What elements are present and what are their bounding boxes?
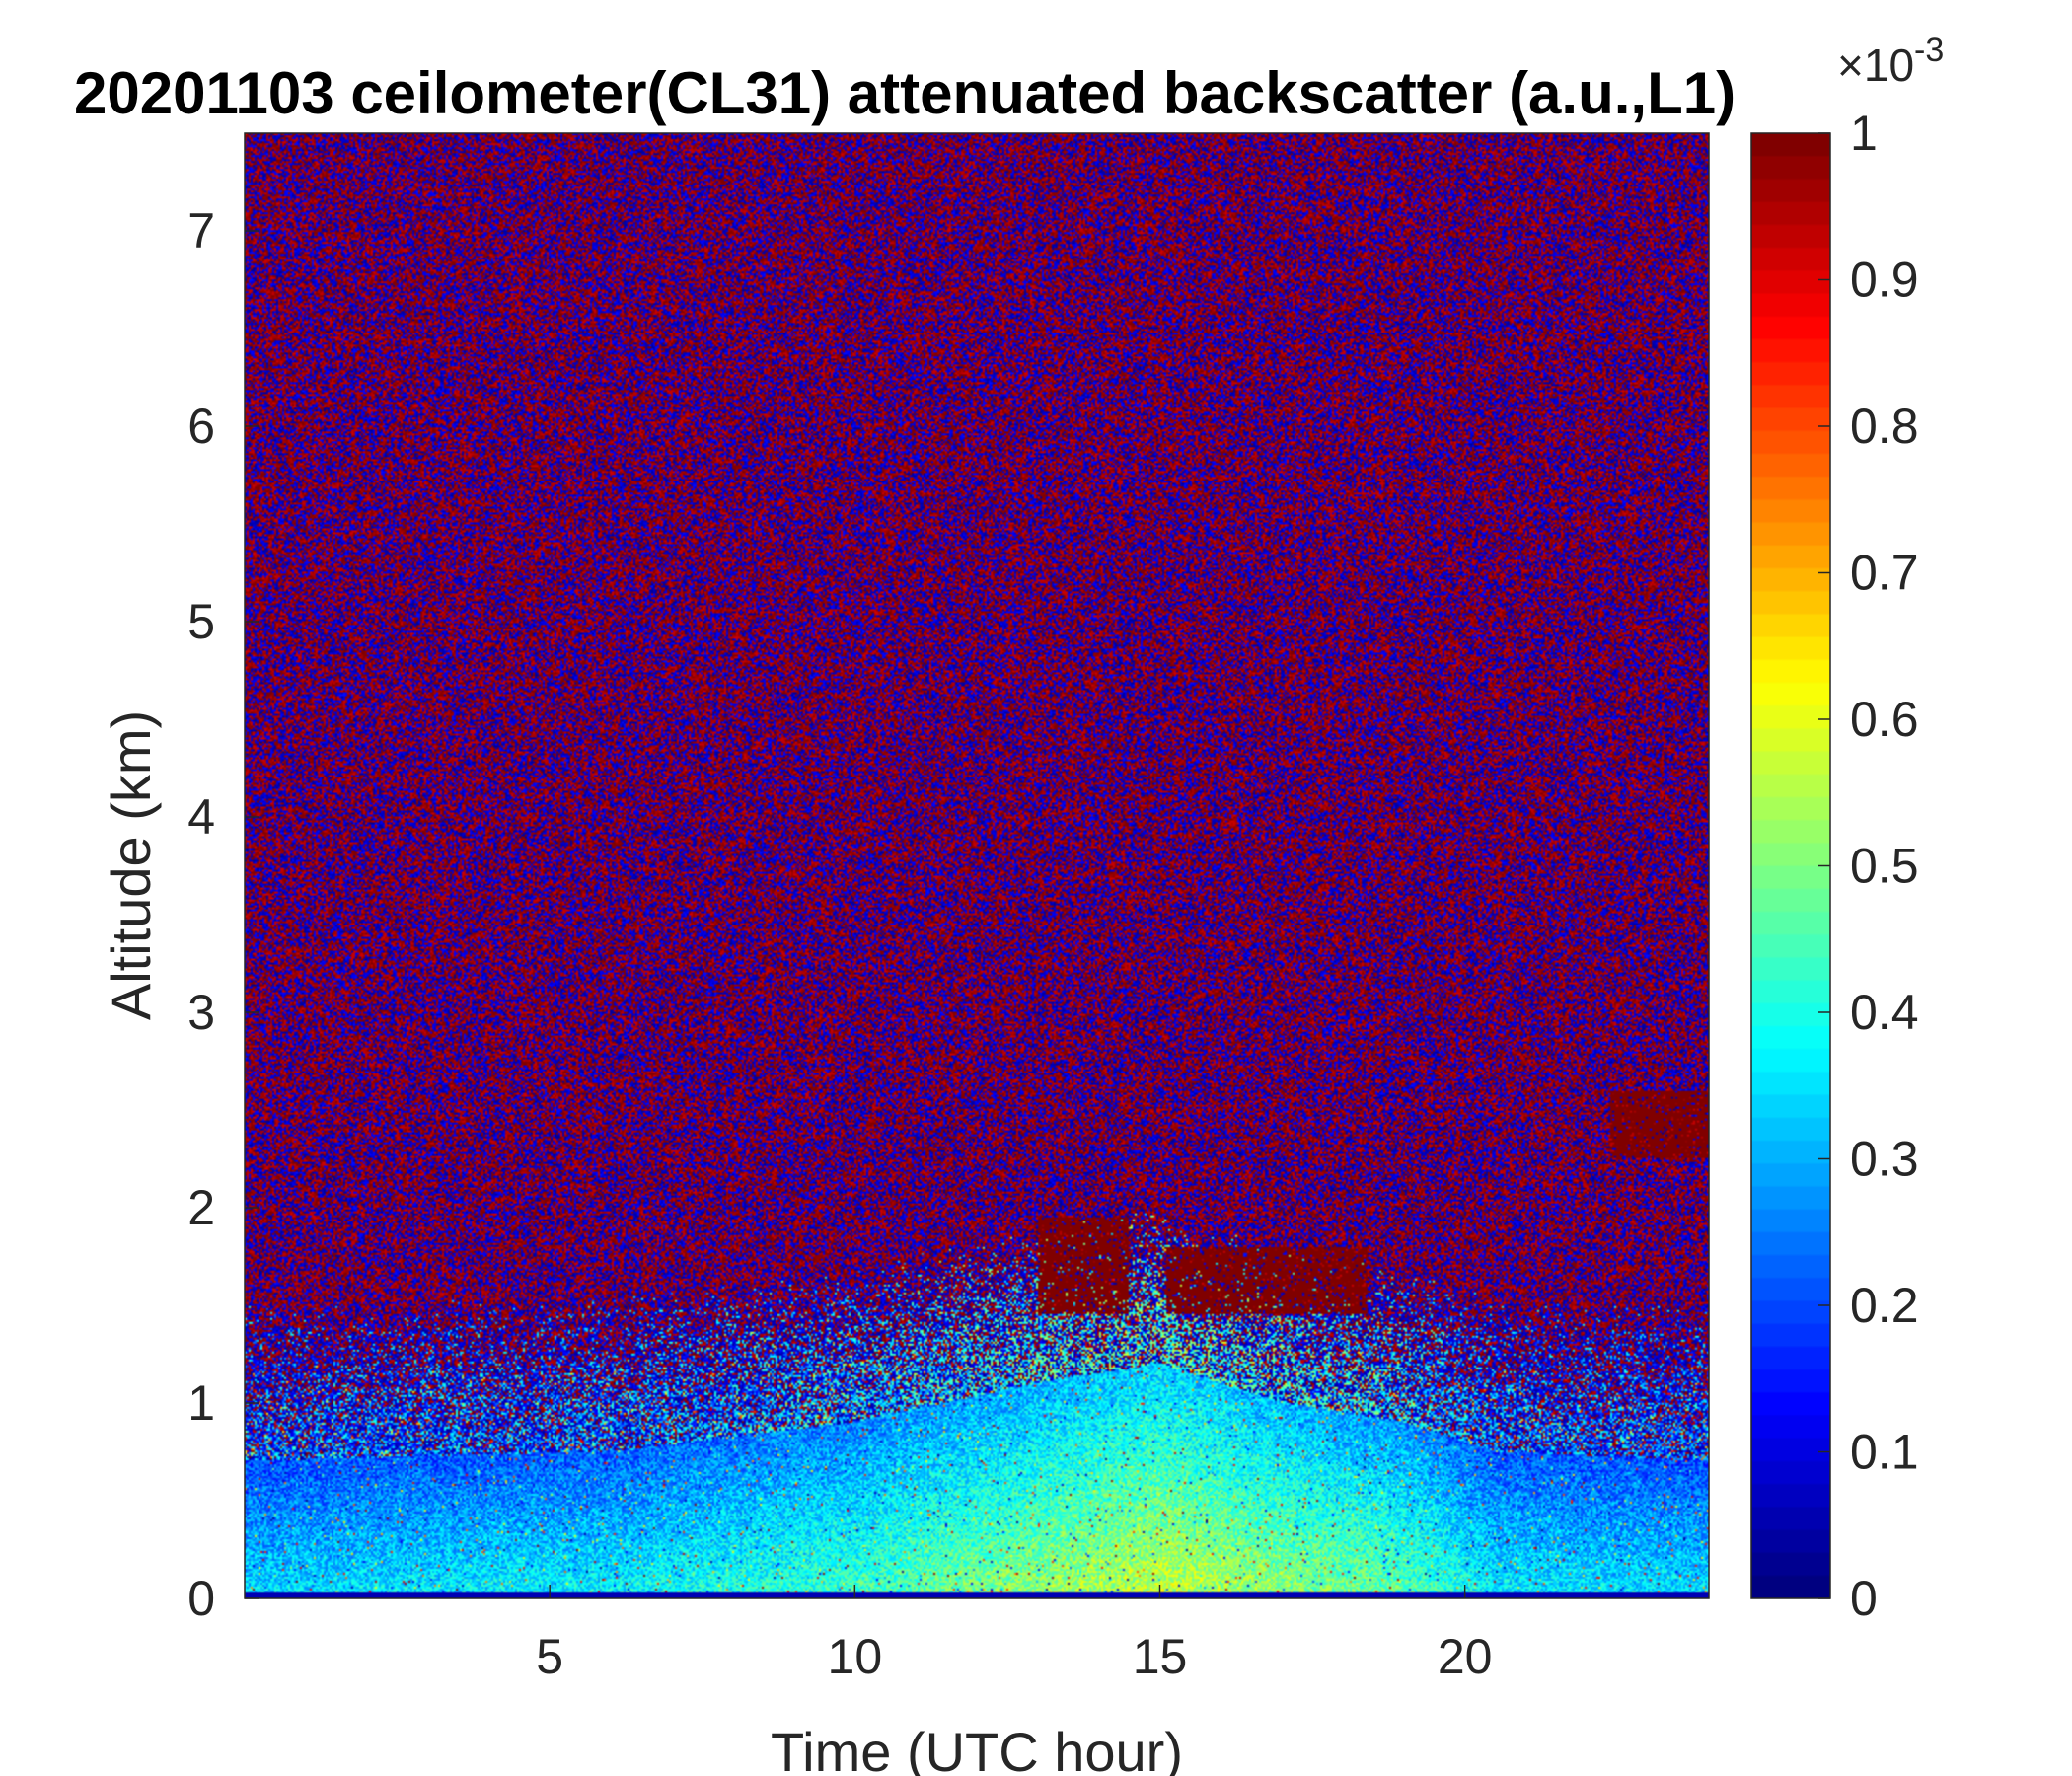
colorbar-tick-label: 0.3 xyxy=(1850,1132,1919,1187)
colorbar-ticks: 0 0.1 0.2 0.3 0.4 0.5 0.6 0.7 0.8 0.9 1 xyxy=(1818,106,1919,1626)
colorbar-exponent-base: ×10 xyxy=(1837,39,1914,91)
y-tick-label: 0 xyxy=(187,1571,215,1626)
y-axis-ticks: 0 1 2 3 4 5 6 7 xyxy=(187,203,259,1626)
colorbar-tick-label: 0.8 xyxy=(1850,399,1919,454)
y-tick-label: 5 xyxy=(187,594,215,649)
chart-title: 20201103 ceilometer(CL31) attenuated bac… xyxy=(74,60,1736,126)
colorbar-exponent: ×10-3 xyxy=(1837,32,1944,91)
colorbar-exponent-power: -3 xyxy=(1914,32,1944,69)
y-tick-label: 1 xyxy=(187,1375,215,1431)
y-tick-label: 7 xyxy=(187,203,215,259)
colorbar-tick-label: 0.7 xyxy=(1850,546,1919,601)
colorbar: 0 0.1 0.2 0.3 0.4 0.5 0.6 0.7 0.8 0.9 1 ×10-3 xyxy=(1750,32,1944,1626)
colorbar-tick-label: 0.2 xyxy=(1850,1278,1919,1333)
x-axis-label: Time (UTC hour) xyxy=(771,1721,1183,1776)
y-tick-label: 3 xyxy=(187,985,215,1040)
colorbar-tick-label: 1 xyxy=(1850,106,1878,161)
y-axis-label: Altitude (km) xyxy=(100,710,162,1020)
colorbar-tick-label: 0.4 xyxy=(1850,985,1919,1040)
x-tick-label: 10 xyxy=(828,1629,883,1684)
colorbar-gradient-holder xyxy=(1751,133,1830,1598)
colorbar-tick-label: 0.9 xyxy=(1850,253,1919,308)
x-axis-ticks: 5 10 15 20 xyxy=(536,1585,1492,1684)
heatmap-raster xyxy=(245,133,1709,1598)
y-tick-label: 2 xyxy=(187,1180,215,1235)
x-tick-label: 15 xyxy=(1133,1629,1188,1684)
colorbar-tick-label: 0.1 xyxy=(1850,1425,1919,1480)
heatmap-raster-holder xyxy=(245,133,1709,1598)
plot-frame xyxy=(244,132,1710,1599)
y-tick-label: 6 xyxy=(187,399,215,454)
x-tick-label: 20 xyxy=(1438,1629,1493,1684)
y-tick-label: 4 xyxy=(187,789,215,845)
x-tick-label: 5 xyxy=(536,1629,563,1684)
colorbar-gradient xyxy=(1751,133,1830,1598)
colorbar-tick-label: 0.6 xyxy=(1850,692,1919,747)
colorbar-tick-label: 0 xyxy=(1850,1571,1878,1626)
plot-area xyxy=(244,132,1710,1599)
colorbar-tick-label: 0.5 xyxy=(1850,839,1919,894)
